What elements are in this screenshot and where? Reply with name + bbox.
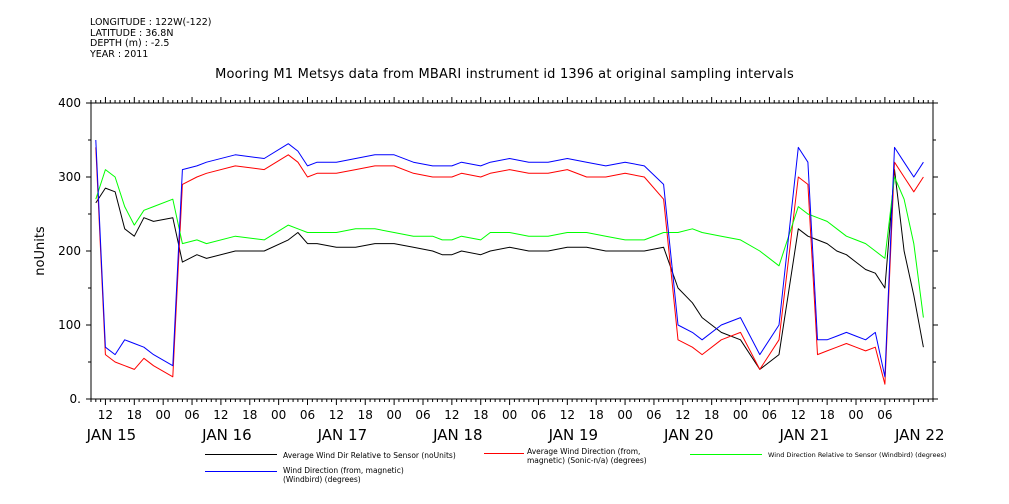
longitude-label: LONGITUDE : 122W(-122): [90, 17, 212, 28]
latitude-label: LATITUDE : 36.8N: [90, 27, 174, 39]
x-tick-label-24: 12: [791, 408, 806, 422]
x-tick-label-7: 06: [300, 408, 315, 422]
x-day-label-6: JAN 21: [779, 426, 830, 444]
y-tick-label-0: 0.: [70, 392, 81, 406]
y-tick-label-4: 400: [58, 96, 81, 110]
x-tick-label-1: 18: [127, 408, 142, 422]
x-day-label-4: JAN 19: [548, 426, 599, 444]
x-tick-label-11: 06: [415, 408, 430, 422]
x-day-label-7: JAN 22: [894, 426, 945, 444]
x-tick-label-22: 00: [733, 408, 748, 422]
x-tick-label-3: 06: [184, 408, 199, 422]
x-tick-label-17: 18: [589, 408, 604, 422]
x-tick-label-6: 00: [271, 408, 286, 422]
x-tick-label-13: 18: [473, 408, 488, 422]
x-day-label-2: JAN 17: [317, 426, 368, 444]
y-tick-label-2: 200: [58, 244, 81, 258]
x-tick-label-5: 18: [242, 408, 257, 422]
x-tick-label-26: 00: [848, 408, 863, 422]
x-day-label-3: JAN 18: [432, 426, 483, 444]
year-label: YEAR : 2011: [90, 48, 149, 60]
x-tick-label-14: 00: [502, 408, 517, 422]
x-tick-label-2: 00: [156, 408, 171, 422]
x-tick-label-15: 06: [531, 408, 546, 422]
series-line-3: [95, 139, 924, 378]
series-line-2: [95, 169, 924, 318]
x-tick-label-9: 18: [358, 408, 373, 422]
x-tick-label-8: 12: [329, 408, 344, 422]
x-tick-label-19: 06: [646, 408, 661, 422]
chart-title: Mooring M1 Metsys data from MBARI instru…: [215, 67, 794, 82]
metadata-block: LONGITUDE : 122W(-122) LATITUDE : 36.8N …: [90, 17, 212, 60]
series-line-0: [95, 169, 924, 370]
y-tick-label-1: 100: [58, 318, 81, 332]
x-day-label-5: JAN 20: [663, 426, 714, 444]
x-tick-label-27: 06: [877, 408, 892, 422]
x-tick-label-12: 12: [444, 408, 459, 422]
x-tick-label-25: 18: [820, 408, 835, 422]
x-tick-label-16: 12: [560, 408, 575, 422]
y-axis-label: noUnits: [33, 226, 48, 276]
y-tick-label-3: 300: [58, 170, 81, 184]
x-day-label-1: JAN 16: [201, 426, 252, 444]
x-tick-label-0: 12: [98, 408, 113, 422]
x-tick-label-21: 18: [704, 408, 719, 422]
series-line-1: [95, 147, 924, 385]
x-tick-label-10: 00: [386, 408, 401, 422]
x-tick-label-20: 12: [675, 408, 690, 422]
x-day-label-0: JAN 15: [86, 426, 137, 444]
depth-label: DEPTH (m) : -2.5: [90, 38, 170, 49]
x-tick-label-4: 12: [213, 408, 228, 422]
plot-frame: [90, 102, 934, 400]
x-tick-label-23: 06: [762, 408, 777, 422]
x-tick-label-18: 00: [617, 408, 632, 422]
